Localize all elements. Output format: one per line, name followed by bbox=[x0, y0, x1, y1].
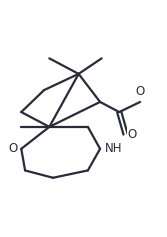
Text: NH: NH bbox=[104, 142, 122, 155]
Text: O: O bbox=[8, 142, 17, 155]
Text: O: O bbox=[136, 85, 145, 98]
Text: O: O bbox=[128, 128, 137, 141]
